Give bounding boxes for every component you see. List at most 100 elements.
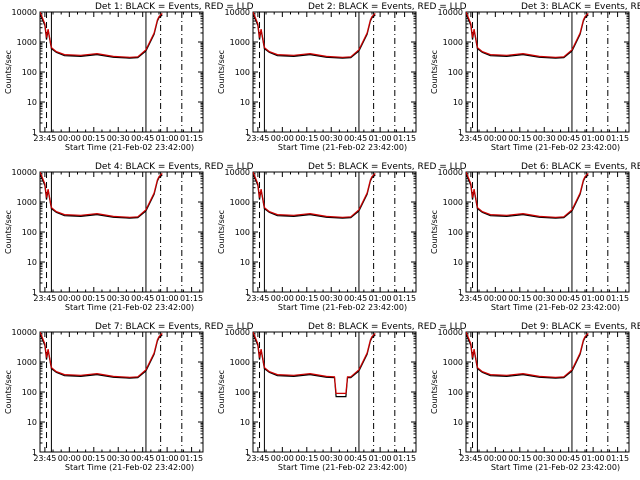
x-tick-label: 00:45	[344, 454, 367, 463]
x-tick-label: 00:15	[82, 134, 105, 143]
y-axis-title: Counts/sec	[217, 50, 226, 94]
series-line-lld	[466, 332, 589, 378]
y-tick-label: 10000	[225, 8, 250, 17]
x-axis-title: Start Time (21-Feb-02 23:42:00)	[491, 463, 620, 472]
x-tick-label: 01:00	[156, 454, 179, 463]
x-tick-label: 00:30	[533, 294, 556, 303]
x-tick-label: 00:45	[131, 134, 154, 143]
x-tick-label: 00:15	[508, 134, 531, 143]
x-tick-label: 00:00	[271, 134, 294, 143]
y-tick-label: 1	[458, 288, 463, 297]
y-axis-title: Counts/sec	[430, 370, 439, 414]
x-tick-label: 01:00	[369, 454, 392, 463]
plot-frame	[252, 171, 417, 293]
x-tick-label: 00:00	[484, 294, 507, 303]
detector-panel: Det 3: BLACK = Events, RED = LLD 1 10 100 10…	[430, 2, 640, 152]
y-tick-label: 100	[448, 68, 463, 77]
x-tick-label: 23:45	[459, 454, 482, 463]
series-line-lld	[253, 332, 376, 394]
detector-panel: Det 6: BLACK = Events, RED = LLD 1 10 100 10…	[430, 162, 640, 312]
x-tick-label: 00:45	[557, 294, 580, 303]
plot-frame	[465, 11, 630, 133]
x-tick-label: 00:15	[82, 294, 105, 303]
detector-panel: Det 7: BLACK = Events, RED = LLD11010010…	[4, 322, 254, 472]
y-axis-title: Counts/sec	[217, 370, 226, 414]
plot-frame	[252, 331, 417, 453]
x-tick-label: 01:00	[156, 134, 179, 143]
x-tick-label: 23:45	[459, 294, 482, 303]
y-tick-label: 10	[453, 258, 463, 267]
detector-panel: Det 8: BLACK = Events, RED = LLD11010010…	[217, 322, 467, 472]
x-tick-label: 00:15	[82, 454, 105, 463]
y-tick-label: 100	[22, 388, 37, 397]
y-tick-label: 1000	[17, 198, 37, 207]
plot-frame	[39, 11, 204, 133]
y-tick-label: 1000	[230, 198, 250, 207]
y-tick-label: 1000	[230, 38, 250, 47]
x-tick-label: 00:45	[557, 134, 580, 143]
x-tick-label: 23:45	[33, 134, 56, 143]
y-tick-label: 10000	[438, 8, 463, 17]
y-tick-label: 10	[453, 418, 463, 427]
detector-panel: Det 9: BLACK = Events, RED = LLD 1 10 100 10…	[430, 322, 640, 472]
x-tick-label: 01:00	[582, 134, 605, 143]
x-tick-label: 00:15	[295, 454, 318, 463]
plot-frame	[39, 171, 204, 293]
y-tick-label: 1000	[443, 38, 463, 47]
y-tick-label: 1000	[443, 358, 463, 367]
y-tick-label: 1	[458, 448, 463, 457]
panel-title: Det 5: BLACK = Events, RED = LLD	[308, 162, 467, 172]
x-tick-label: 01:00	[582, 294, 605, 303]
y-tick-label: 1	[245, 448, 250, 457]
x-tick-label: 01:15	[180, 134, 203, 143]
x-tick-label: 00:00	[58, 294, 81, 303]
series-line-lld	[40, 332, 163, 378]
detector-panel: Det 2: BLACK = Events, RED = LLD 1 10 100 10…	[217, 2, 467, 152]
panel-title: Det 1: BLACK = Events, RED = LLD	[95, 2, 254, 12]
y-tick-label: 10	[27, 418, 37, 427]
x-tick-label: 00:30	[107, 134, 130, 143]
x-axis-title: Start Time (21-Feb-02 23:42:00)	[278, 143, 407, 152]
panel-title: Det 2: BLACK = Events, RED = LLD	[308, 2, 467, 12]
x-tick-label: 23:45	[246, 294, 269, 303]
x-tick-label: 23:45	[459, 134, 482, 143]
x-tick-label: 00:30	[533, 454, 556, 463]
x-tick-label: 00:00	[271, 454, 294, 463]
x-tick-label: 00:45	[344, 294, 367, 303]
y-tick-label: 10000	[225, 168, 250, 177]
x-tick-label: 00:00	[271, 294, 294, 303]
series-line-lld	[466, 12, 589, 58]
x-tick-label: 00:00	[484, 454, 507, 463]
x-tick-label: 23:45	[246, 134, 269, 143]
x-tick-label: 01:15	[393, 134, 416, 143]
x-tick-label: 00:15	[508, 454, 531, 463]
series-line-lld	[253, 12, 376, 58]
y-axis-title: Counts/sec	[4, 370, 13, 414]
x-axis-title: Start Time (21-Feb-02 23:42:00)	[278, 303, 407, 312]
y-tick-label: 1	[32, 448, 37, 457]
y-tick-label: 1	[245, 128, 250, 137]
y-tick-label: 10	[240, 258, 250, 267]
y-tick-label: 10	[27, 258, 37, 267]
panel-title: Det 7: BLACK = Events, RED = LLD	[95, 322, 254, 332]
x-tick-label: 01:15	[606, 294, 629, 303]
x-tick-label: 01:15	[180, 454, 203, 463]
y-tick-label: 10	[240, 418, 250, 427]
x-axis-title: Start Time (21-Feb-02 23:42:00)	[65, 143, 194, 152]
x-tick-label: 00:00	[58, 454, 81, 463]
x-tick-label: 01:15	[180, 294, 203, 303]
plot-frame	[252, 11, 417, 133]
x-tick-label: 01:00	[369, 134, 392, 143]
panel-title: Det 8: BLACK = Events, RED = LLD	[308, 322, 467, 332]
x-tick-label: 00:15	[508, 294, 531, 303]
plot-frame	[465, 171, 630, 293]
y-tick-label: 10	[240, 98, 250, 107]
y-tick-label: 10000	[12, 328, 37, 337]
x-tick-label: 00:30	[320, 454, 343, 463]
plot-frame	[39, 331, 204, 453]
detector-panel: Det 1: BLACK = Events, RED = LLD11010010…	[4, 2, 254, 152]
y-tick-label: 1000	[17, 38, 37, 47]
y-tick-label: 10	[453, 98, 463, 107]
x-tick-label: 00:45	[344, 134, 367, 143]
